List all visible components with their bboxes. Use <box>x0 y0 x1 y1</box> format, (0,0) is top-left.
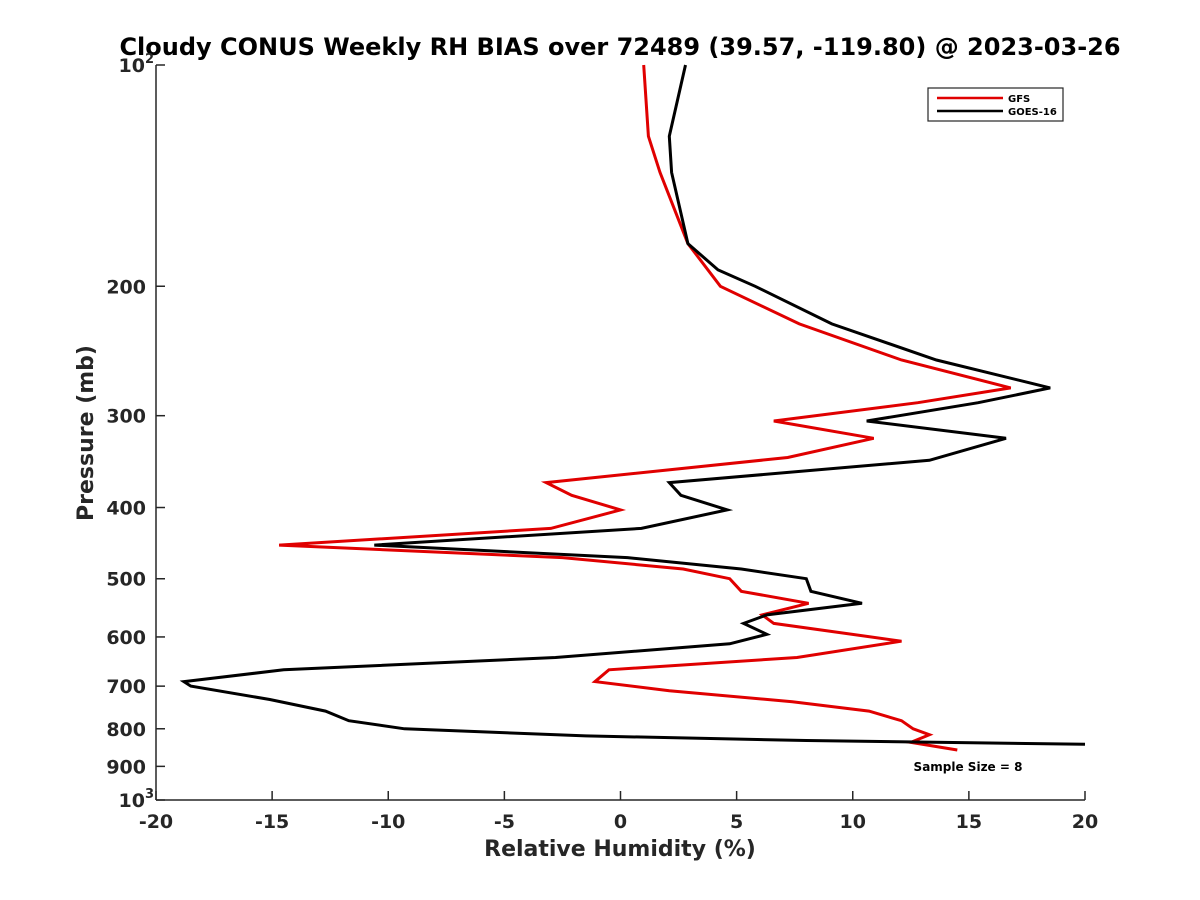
y-tick-label: 200 <box>106 276 146 298</box>
y-tick-label: 500 <box>106 569 146 591</box>
y-tick-label: 800 <box>106 719 146 741</box>
x-axis-label: Relative Humidity (%) <box>484 837 756 862</box>
y-tick-base: 10 <box>119 55 145 77</box>
x-tick-label: -20 <box>139 811 173 833</box>
x-tick-label: 20 <box>1072 811 1098 833</box>
x-tick-label: 10 <box>840 811 866 833</box>
y-tick-label: 103 <box>119 787 155 812</box>
y-tick-label: 600 <box>106 627 146 649</box>
sample-size-annotation: Sample Size = 8 <box>914 760 1023 774</box>
series-line-gfs <box>279 64 1012 752</box>
y-tick-base: 10 <box>119 790 145 812</box>
y-tick-label: 102 <box>119 52 155 77</box>
x-tick-label: -10 <box>371 811 405 833</box>
x-tick-label: -5 <box>494 811 515 833</box>
x-axis: -20 -15 -10 -5 0 5 10 15 20 <box>139 791 1098 833</box>
legend-label-goes-16: GOES-16 <box>1008 107 1057 118</box>
y-axis-label: Pressure (mb) <box>74 345 99 521</box>
legend-box <box>927 87 1064 122</box>
legend-label-gfs: GFS <box>1008 94 1030 105</box>
series-layer <box>179 64 1086 752</box>
x-tick-label: 0 <box>614 811 627 833</box>
x-tick-label: -15 <box>255 811 289 833</box>
y-tick-exponent: 2 <box>145 52 154 67</box>
chart-title: Cloudy CONUS Weekly RH BIAS over 72489 (… <box>119 33 1120 61</box>
y-tick-label: 700 <box>106 676 146 698</box>
y-tick-label: 400 <box>106 498 146 520</box>
x-tick-label: 5 <box>730 811 743 833</box>
legend: GFS GOES-16 <box>927 87 1064 122</box>
y-tick-label: 300 <box>106 406 146 428</box>
x-tick-label: 15 <box>956 811 982 833</box>
y-tick-exponent: 3 <box>145 787 154 802</box>
series-line-goes-16 <box>179 64 1086 746</box>
plot-area <box>156 65 1085 800</box>
y-tick-label: 900 <box>106 756 146 778</box>
